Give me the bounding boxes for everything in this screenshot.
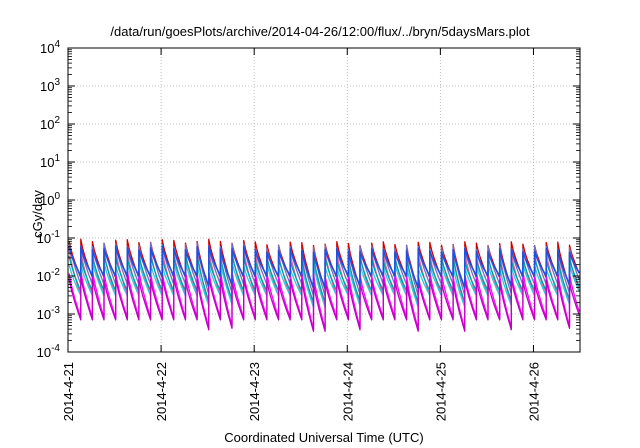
x-tick-label: 2014-4-23 xyxy=(247,362,262,421)
y-tick-label: 10-2 xyxy=(37,267,61,284)
y-tick-label: 10-1 xyxy=(37,229,61,246)
y-tick-label: 103 xyxy=(40,77,60,94)
x-tick-label: 2014-4-26 xyxy=(526,362,541,421)
axis-ticks xyxy=(67,47,580,353)
y-tick-label: 100 xyxy=(40,191,60,208)
data-series xyxy=(68,238,580,332)
y-tick-label: 101 xyxy=(40,153,60,170)
x-tick-label: 2014-4-24 xyxy=(340,362,355,421)
y-tick-label: 10-3 xyxy=(37,305,61,322)
x-tick-label: 2014-4-21 xyxy=(61,362,76,421)
chart-title: /data/run/goesPlots/archive/2014-04-26/1… xyxy=(110,24,530,39)
y-tick-label: 102 xyxy=(40,115,60,132)
y-tick-label: 10-4 xyxy=(37,343,61,360)
x-tick-label: 2014-4-22 xyxy=(154,362,169,421)
y-tick-label: 104 xyxy=(40,39,60,56)
y-axis-label: cGy/day xyxy=(30,190,45,238)
x-axis-label: Coordinated Universal Time (UTC) xyxy=(224,430,423,445)
series-line-8 xyxy=(68,245,580,289)
x-tick-label: 2014-4-25 xyxy=(433,362,448,421)
series-line-7 xyxy=(68,275,580,332)
y-tick-labels: 10-4 10-3 10-2 10-1 100 101 102 103 104 xyxy=(37,39,61,360)
grid-lines xyxy=(68,48,580,352)
x-tick-labels: 2014-4-21 2014-4-22 2014-4-23 2014-4-24 2014… xyxy=(61,362,541,421)
